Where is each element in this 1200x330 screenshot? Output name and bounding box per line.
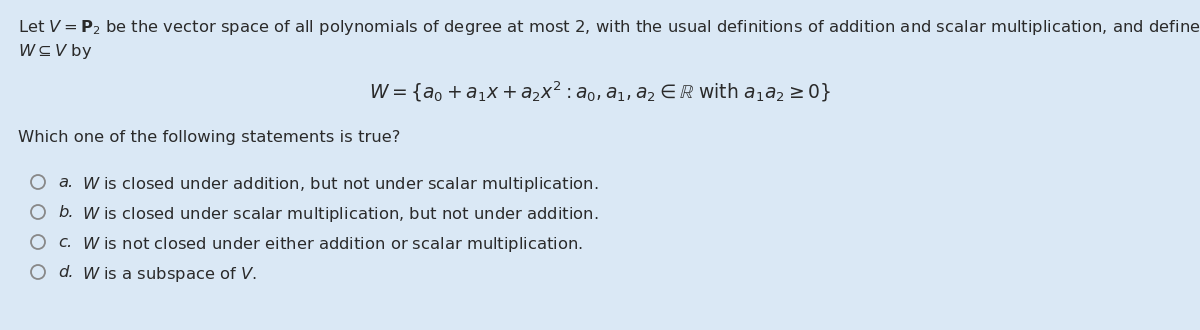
Text: Let $V = \mathbf{P}_2$ be the vector space of all polynomials of degree at most : Let $V = \mathbf{P}_2$ be the vector spa… — [18, 18, 1200, 37]
Text: d.: d. — [58, 265, 73, 280]
Text: a.: a. — [58, 175, 73, 190]
Text: $W$ is closed under scalar multiplication, but not under addition.: $W$ is closed under scalar multiplicatio… — [82, 205, 599, 224]
Text: c.: c. — [58, 235, 72, 250]
Text: $W$ is closed under addition, but not under scalar multiplication.: $W$ is closed under addition, but not un… — [82, 175, 599, 194]
Text: $W \subseteq V$ by: $W \subseteq V$ by — [18, 42, 92, 61]
Text: $W$ is a subspace of $V$.: $W$ is a subspace of $V$. — [82, 265, 257, 284]
Text: Which one of the following statements is true?: Which one of the following statements is… — [18, 130, 401, 145]
Text: b.: b. — [58, 205, 73, 220]
Text: $W$ is not closed under either addition or scalar multiplication.: $W$ is not closed under either addition … — [82, 235, 583, 254]
Text: $W = \{a_0 + a_1x + a_2x^2 : a_0, a_1, a_2 \in \mathbb{R}$ with $a_1a_2 \geq 0\}: $W = \{a_0 + a_1x + a_2x^2 : a_0, a_1, a… — [368, 80, 832, 105]
